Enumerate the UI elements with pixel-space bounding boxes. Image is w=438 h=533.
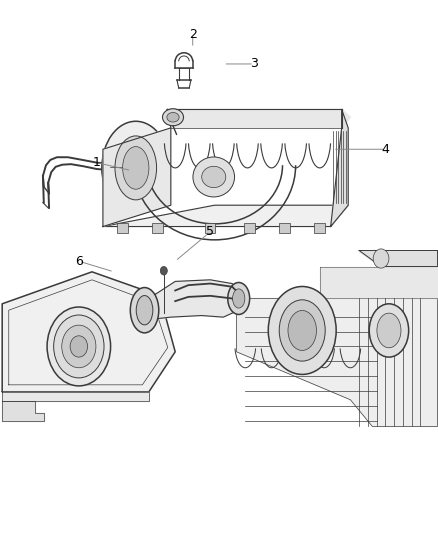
Polygon shape: [331, 109, 348, 227]
Polygon shape: [103, 128, 171, 227]
Polygon shape: [2, 392, 149, 401]
Ellipse shape: [288, 310, 316, 351]
Ellipse shape: [53, 315, 104, 378]
Bar: [279, 223, 290, 233]
Text: 5: 5: [206, 225, 214, 238]
Ellipse shape: [268, 287, 336, 374]
Ellipse shape: [167, 112, 179, 122]
Ellipse shape: [131, 288, 159, 333]
Circle shape: [160, 266, 167, 275]
Polygon shape: [320, 266, 438, 298]
Polygon shape: [103, 205, 348, 227]
Ellipse shape: [193, 157, 235, 197]
Ellipse shape: [201, 166, 226, 188]
Ellipse shape: [136, 295, 153, 325]
Ellipse shape: [377, 313, 401, 348]
Polygon shape: [359, 251, 438, 266]
Polygon shape: [2, 401, 44, 421]
Bar: [314, 223, 325, 233]
Ellipse shape: [233, 289, 245, 308]
Ellipse shape: [123, 147, 149, 189]
Ellipse shape: [228, 282, 250, 314]
Bar: [117, 223, 128, 233]
Polygon shape: [136, 280, 243, 320]
Ellipse shape: [102, 121, 170, 214]
Ellipse shape: [70, 336, 88, 357]
Polygon shape: [2, 272, 175, 392]
Circle shape: [373, 249, 389, 268]
Ellipse shape: [162, 109, 184, 126]
Bar: [152, 223, 163, 233]
Text: 3: 3: [250, 58, 258, 70]
Ellipse shape: [62, 325, 96, 368]
Bar: [244, 223, 255, 233]
Text: 2: 2: [189, 28, 197, 41]
Bar: [205, 223, 215, 233]
Ellipse shape: [369, 304, 409, 357]
Text: 1: 1: [92, 156, 100, 169]
Ellipse shape: [47, 307, 110, 386]
Ellipse shape: [279, 300, 325, 361]
Text: 6: 6: [75, 255, 83, 268]
Polygon shape: [237, 298, 438, 426]
Text: 4: 4: [381, 143, 389, 156]
Ellipse shape: [115, 136, 157, 200]
Polygon shape: [167, 109, 350, 128]
